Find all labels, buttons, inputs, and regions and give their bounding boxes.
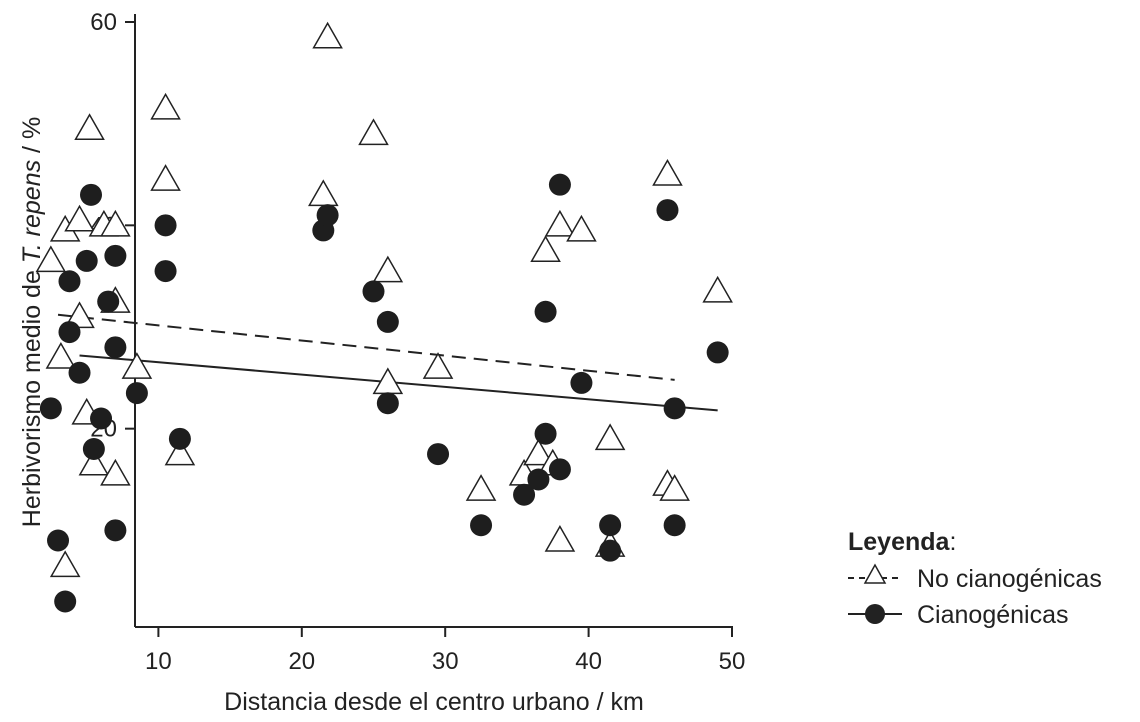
triangle-point bbox=[308, 179, 339, 207]
circle-point bbox=[656, 199, 679, 222]
circle-point bbox=[82, 438, 105, 460]
circle-point bbox=[527, 468, 550, 491]
x-tick-label: 30 bbox=[432, 648, 459, 675]
circle-point bbox=[168, 427, 191, 450]
circle-point bbox=[534, 300, 557, 323]
triangle-point bbox=[523, 438, 554, 466]
circle-point bbox=[376, 310, 399, 333]
triangle-point bbox=[45, 341, 77, 369]
circle-point bbox=[104, 336, 127, 359]
circle-point bbox=[75, 249, 98, 272]
circle-point bbox=[54, 590, 77, 613]
triangle-point bbox=[35, 245, 67, 273]
x-tick-label: 20 bbox=[288, 648, 315, 675]
circle-point bbox=[599, 514, 622, 537]
triangle-point bbox=[358, 118, 389, 146]
circle-point bbox=[663, 397, 686, 420]
y-tick-label: 60 bbox=[90, 9, 117, 36]
legend-label-no-cianogenicas: No cianogénicas bbox=[917, 565, 1102, 593]
circle-point bbox=[97, 290, 120, 313]
circle-point bbox=[427, 443, 450, 466]
triangle-point bbox=[544, 524, 576, 552]
series-no-cianogenicas bbox=[35, 21, 733, 578]
circle-point bbox=[80, 183, 103, 206]
circle-point bbox=[470, 514, 493, 537]
trend-line-cianogenicas bbox=[79, 354, 718, 412]
circle-point bbox=[548, 173, 571, 196]
circle-point bbox=[570, 371, 593, 394]
legend-label-cianogenicas: Cianogénicas bbox=[917, 601, 1069, 629]
y-axis-title-prefix: Herbivorismo medio de bbox=[18, 263, 46, 527]
triangle-point bbox=[465, 474, 497, 501]
triangle-point bbox=[78, 448, 110, 476]
triangle-point bbox=[150, 92, 181, 120]
circle-point bbox=[104, 519, 127, 542]
x-tick-label: 40 bbox=[575, 648, 602, 675]
triangle-point bbox=[530, 235, 561, 262]
triangle-point bbox=[566, 214, 597, 242]
triangle-point bbox=[422, 352, 454, 379]
legend-triangle-marker bbox=[863, 563, 887, 584]
trend-line-no-cianogenicas bbox=[57, 313, 675, 381]
triangle-point bbox=[150, 164, 181, 191]
y-axis-title: Herbivorismo medio de T. repens / % bbox=[18, 117, 46, 527]
circle-point bbox=[316, 204, 339, 227]
legend-title: Leyenda: bbox=[848, 528, 956, 556]
circle-point bbox=[90, 407, 113, 430]
triangle-point bbox=[64, 301, 95, 329]
triangle-point bbox=[164, 438, 196, 466]
circle-point bbox=[58, 321, 81, 344]
circle-point bbox=[513, 483, 536, 506]
triangle-point bbox=[659, 474, 690, 501]
triangle-point bbox=[49, 550, 81, 578]
legend-entry-cianogenicas: Cianogénicas bbox=[848, 601, 1069, 629]
triangle-point bbox=[652, 158, 683, 186]
legend: Leyenda: No cianogénicas Cianogénicas bbox=[848, 528, 1102, 629]
circle-point bbox=[548, 458, 571, 481]
circle-point bbox=[706, 341, 729, 364]
series-cianogenicas bbox=[39, 173, 729, 613]
triangle-point bbox=[544, 209, 576, 237]
x-tick-label: 10 bbox=[145, 648, 172, 675]
circle-point bbox=[599, 539, 622, 562]
circle-point bbox=[47, 529, 70, 552]
triangle-point bbox=[64, 204, 95, 232]
circle-point bbox=[125, 382, 148, 405]
circle-point bbox=[68, 361, 91, 384]
triangle-point bbox=[702, 275, 733, 303]
legend-title-text: Leyenda bbox=[848, 528, 951, 556]
y-axis-title-species: T. repens bbox=[18, 160, 46, 263]
legend-entry-no-cianogenicas: No cianogénicas bbox=[848, 563, 1102, 593]
triangle-point bbox=[372, 255, 404, 283]
x-axis-ticks: 10 20 30 40 50 bbox=[145, 627, 745, 675]
x-tick-label: 50 bbox=[719, 648, 746, 675]
triangle-point bbox=[74, 113, 105, 140]
circle-point bbox=[39, 397, 62, 420]
triangle-point bbox=[100, 458, 131, 486]
circle-point bbox=[362, 280, 385, 303]
circle-point bbox=[104, 244, 127, 267]
triangle-point bbox=[312, 21, 343, 49]
triangle-point bbox=[594, 423, 626, 451]
trend-lines bbox=[57, 313, 718, 412]
circle-point bbox=[154, 214, 177, 237]
triangle-point bbox=[121, 352, 153, 379]
legend-circle-marker bbox=[865, 604, 885, 624]
circle-point bbox=[58, 270, 81, 293]
circle-point bbox=[376, 392, 399, 415]
y-axis-title-suffix: / % bbox=[18, 117, 46, 160]
legend-title-colon: : bbox=[949, 528, 956, 556]
circle-point bbox=[154, 260, 177, 283]
triangle-point bbox=[100, 209, 131, 237]
circle-point bbox=[534, 422, 557, 445]
circle-point bbox=[663, 514, 686, 537]
x-axis-title: Distancia desde el centro urbano / km bbox=[224, 688, 644, 716]
